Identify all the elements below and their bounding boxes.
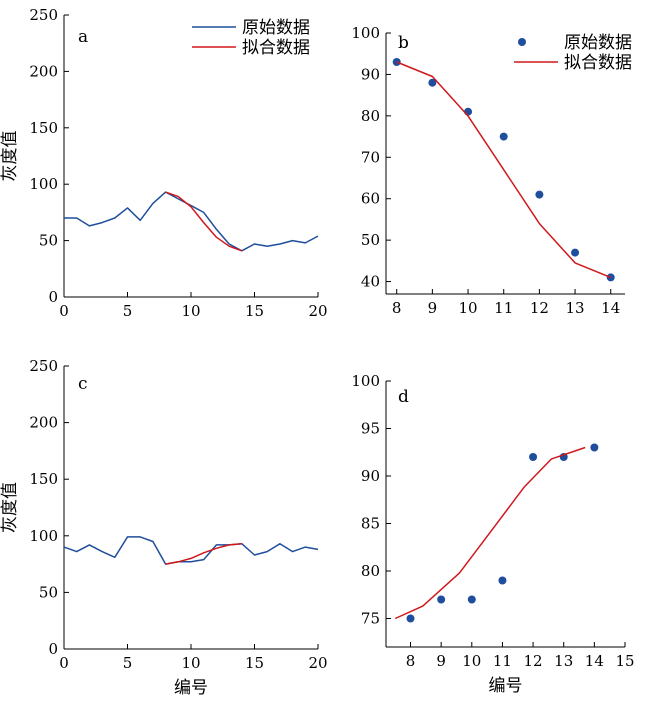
- x-tick-label: 8: [392, 299, 402, 317]
- x-axis-title: 编号: [174, 678, 208, 698]
- legend-label: 拟合数据: [242, 38, 310, 58]
- data-point: [590, 443, 599, 452]
- panel-letter: a: [78, 27, 88, 47]
- y-tick-label: 70: [361, 148, 380, 166]
- x-tick-label: 9: [436, 652, 446, 670]
- x-tick-label: 13: [566, 299, 585, 317]
- x-tick-label: 10: [458, 299, 477, 317]
- y-tick-label: 0: [48, 640, 58, 658]
- x-tick-label: 15: [615, 652, 634, 670]
- x-tick-label: 11: [494, 299, 513, 317]
- x-tick-label: 12: [524, 652, 543, 670]
- y-tick-label: 100: [351, 372, 380, 390]
- series-line-1: [394, 446, 586, 620]
- legend-label: 拟合数据: [564, 53, 632, 73]
- legend-marker-swatch: [518, 38, 526, 46]
- y-tick-label: 60: [361, 190, 380, 208]
- panel-letter: c: [78, 374, 88, 394]
- series-line-1: [165, 542, 242, 565]
- y-tick-label: 80: [361, 107, 380, 125]
- series-line-1: [165, 191, 243, 252]
- y-tick-label: 40: [361, 273, 380, 291]
- y-tick-label: 250: [29, 357, 58, 375]
- x-tick-label: 5: [123, 654, 133, 672]
- data-point: [437, 595, 446, 604]
- x-tick-label: 15: [245, 654, 264, 672]
- y-tick-label: 100: [351, 24, 380, 42]
- data-point: [467, 595, 476, 604]
- data-point: [406, 614, 415, 623]
- y-tick-label: 0: [48, 288, 58, 306]
- y-tick-label: 90: [361, 467, 380, 485]
- y-tick-label: 95: [361, 420, 380, 438]
- x-tick-label: 0: [59, 654, 69, 672]
- legend-label: 原始数据: [564, 33, 632, 53]
- y-tick-label: 75: [361, 610, 380, 628]
- data-point: [571, 248, 580, 257]
- y-tick-label: 85: [361, 515, 380, 533]
- y-tick-label: 150: [29, 119, 58, 137]
- legend-label: 原始数据: [242, 18, 310, 38]
- x-tick-label: 10: [462, 652, 481, 670]
- x-tick-label: 9: [428, 299, 438, 317]
- y-tick-label: 80: [361, 562, 380, 580]
- x-tick-label: 10: [181, 302, 200, 320]
- x-tick-label: 5: [123, 302, 133, 320]
- data-point: [464, 107, 473, 116]
- x-tick-label: 14: [585, 652, 604, 670]
- series-line-1: [396, 61, 611, 279]
- y-tick-label: 250: [29, 6, 58, 24]
- y-tick-label: 50: [361, 231, 380, 249]
- y-axis-title: 灰度值: [0, 131, 20, 182]
- x-tick-label: 8: [406, 652, 416, 670]
- x-tick-label: 12: [530, 299, 549, 317]
- data-point: [606, 273, 615, 282]
- y-tick-label: 50: [39, 232, 58, 250]
- y-tick-label: 100: [29, 527, 58, 545]
- series-line-0: [64, 191, 319, 252]
- x-tick-label: 14: [601, 299, 620, 317]
- y-tick-label: 200: [29, 62, 58, 80]
- data-point: [498, 576, 507, 585]
- panel-d: 75 80 85 90 95 100 8 9 10 11 12 13 14 15 d 编号: [351, 372, 634, 696]
- data-point: [428, 78, 437, 87]
- y-tick-label: 150: [29, 470, 58, 488]
- panel-letter: b: [398, 33, 409, 53]
- series-line-0: [63, 536, 319, 565]
- y-axis-title: 灰度值: [0, 482, 20, 533]
- y-tick-label: 100: [29, 175, 58, 193]
- x-tick-label: 13: [554, 652, 573, 670]
- data-point: [529, 453, 538, 461]
- x-axis-title: 编号: [489, 676, 523, 696]
- y-tick-label: 90: [361, 65, 380, 83]
- data-point: [535, 190, 544, 199]
- y-tick-label: 50: [39, 583, 58, 601]
- x-tick-label: 15: [245, 302, 264, 320]
- x-tick-label: 11: [493, 652, 512, 670]
- panel-letter: d: [398, 387, 409, 407]
- x-tick-label: 10: [181, 654, 200, 672]
- x-tick-label: 0: [59, 302, 69, 320]
- y-tick-label: 200: [29, 414, 58, 432]
- data-point: [499, 132, 508, 141]
- x-tick-label: 20: [308, 302, 327, 320]
- x-tick-label: 20: [308, 654, 327, 672]
